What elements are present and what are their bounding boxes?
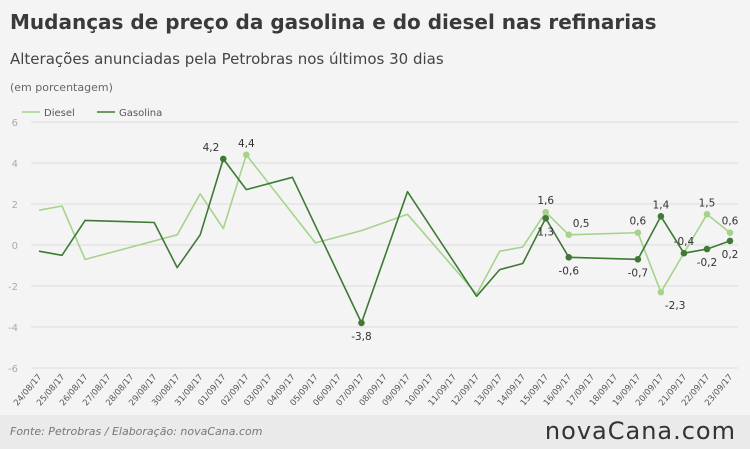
data-point	[703, 245, 711, 253]
data-label: 1,6	[537, 195, 554, 207]
data-point	[726, 229, 734, 236]
data-label: 0,6	[722, 216, 739, 228]
data-point	[358, 319, 365, 327]
chart-subtitle: Alterações anunciadas pela Petrobras nos…	[10, 50, 444, 68]
y-tick-label: -2	[8, 282, 18, 293]
data-label: -0,2	[697, 257, 718, 269]
y-tick-label: -6	[8, 364, 18, 375]
data-point	[703, 210, 711, 218]
legend-label: Gasolina	[119, 108, 162, 119]
footer-bar: Fonte: Petrobras / Elaboração: novaCana.…	[0, 415, 750, 449]
y-tick-label: 0	[12, 241, 18, 252]
data-point	[680, 249, 688, 257]
legend-label: Diesel	[44, 108, 75, 119]
data-label: -0,6	[559, 265, 580, 277]
data-point	[634, 229, 642, 236]
data-point	[542, 208, 550, 216]
source-note: Fonte: Petrobras / Elaboração: novaCana.…	[10, 425, 263, 438]
data-label: 0,2	[722, 249, 739, 261]
novacana-logo: novaCana.com	[544, 417, 736, 445]
chart-title: Mudanças de preço da gasolina e do diese…	[10, 10, 657, 34]
data-label: -2,3	[665, 300, 686, 312]
line-chart: -6-4-2024624/08/1725/08/1726/08/1727/08/…	[8, 108, 739, 408]
data-label: 1,4	[653, 199, 670, 211]
series-line-gasolina	[38, 158, 731, 324]
data-label: 4,4	[238, 138, 255, 150]
y-tick-label: -4	[8, 323, 18, 334]
data-point	[565, 231, 573, 239]
data-label: -3,8	[351, 331, 372, 343]
data-point	[634, 256, 642, 263]
data-label: 4,2	[203, 142, 220, 154]
y-tick-label: 2	[12, 200, 18, 211]
data-label: 0,5	[573, 218, 590, 230]
data-point	[219, 155, 227, 163]
data-point	[657, 288, 665, 296]
data-label: 0,6	[630, 216, 647, 228]
data-point	[726, 237, 734, 245]
data-point	[657, 213, 665, 220]
data-label: 1,3	[537, 226, 554, 238]
series-line-diesel	[38, 154, 731, 295]
data-point	[565, 253, 573, 261]
data-point	[542, 215, 550, 222]
unit-label: (em porcentagem)	[10, 81, 113, 94]
data-label: 1,5	[699, 197, 716, 209]
data-point	[243, 151, 250, 159]
y-tick-label: 6	[12, 118, 18, 129]
data-label: -0,7	[628, 267, 649, 279]
y-tick-label: 4	[12, 159, 18, 170]
